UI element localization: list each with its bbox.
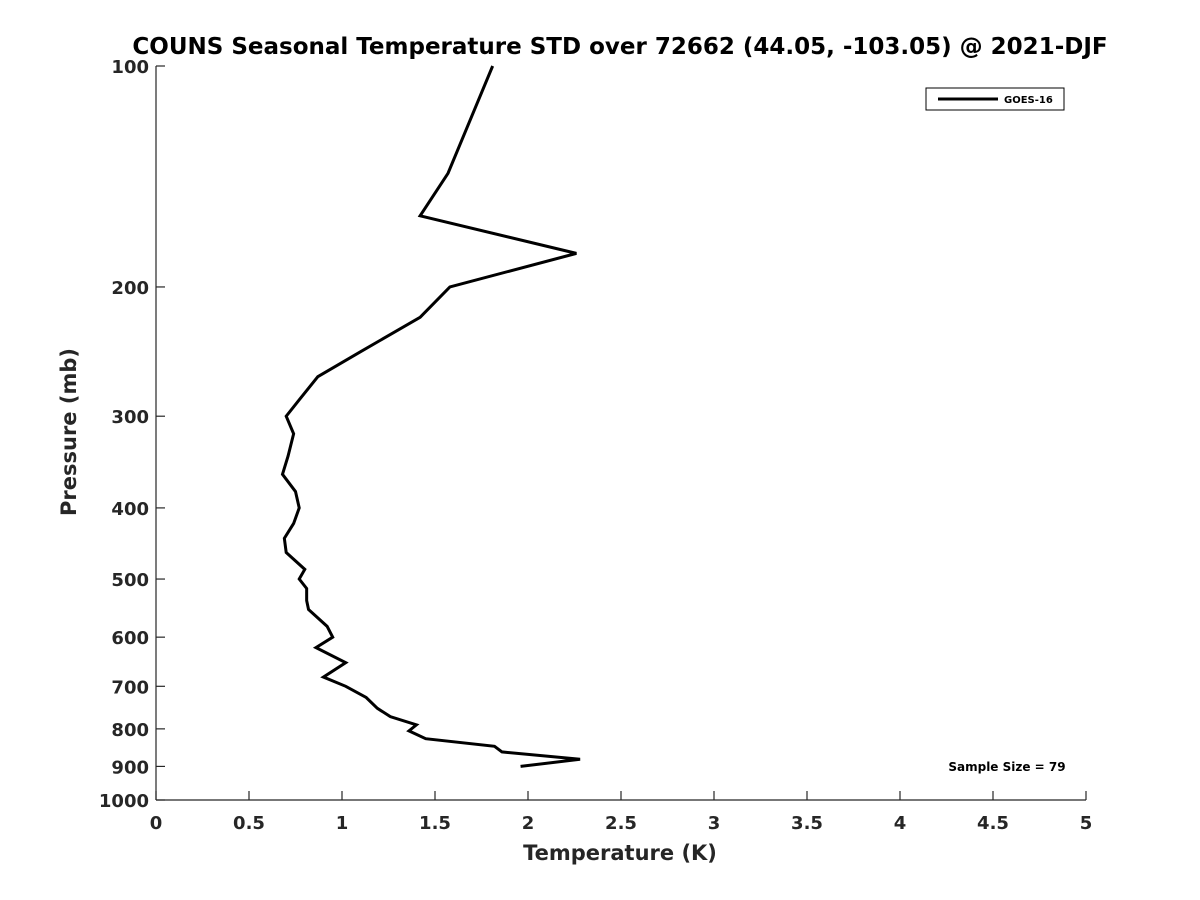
series-line-GOES-16: [280, 65, 581, 768]
x-tick-label: 1.5: [419, 813, 451, 834]
chart-title: COUNS Seasonal Temperature STD over 7266…: [132, 34, 1107, 60]
y-tick-label: 300: [111, 407, 149, 428]
y-tick-label: 800: [111, 720, 149, 741]
x-tick-label: 4.5: [977, 813, 1009, 834]
x-axis-label: Temperature (K): [523, 841, 717, 865]
x-tick-label: 5: [1080, 813, 1093, 834]
y-tick-label: 600: [111, 628, 149, 649]
axes: 0 0.5 1 1.5 2 2.5 3 3.5 4 4.5 5 100 200 300 400 500 600 7…: [99, 57, 1092, 834]
legend-label: GOES-16: [1004, 95, 1053, 106]
y-tick-label: 900: [111, 757, 149, 778]
x-tick-label: 2: [522, 813, 535, 834]
sample-size-annotation: Sample Size = 79: [948, 760, 1065, 774]
x-tick-label: 4: [894, 813, 907, 834]
y-axis-label: Pressure (mb): [57, 348, 81, 516]
legend: GOES-16: [925, 87, 1065, 111]
x-tick-label: 0.5: [233, 813, 265, 834]
x-tick-label: 3.5: [791, 813, 823, 834]
y-tick-label: 700: [111, 677, 149, 698]
x-tick-label: 0: [150, 813, 163, 834]
x-tick-label: 3: [708, 813, 721, 834]
series-group: [280, 65, 581, 768]
y-tick-label: 100: [111, 57, 149, 78]
y-tick-label: 500: [111, 570, 149, 591]
y-tick-label: 200: [111, 278, 149, 299]
y-tick-label: 400: [111, 499, 149, 520]
y-tick-label: 1000: [99, 791, 149, 812]
x-tick-label: 1: [336, 813, 349, 834]
x-tick-label: 2.5: [605, 813, 637, 834]
